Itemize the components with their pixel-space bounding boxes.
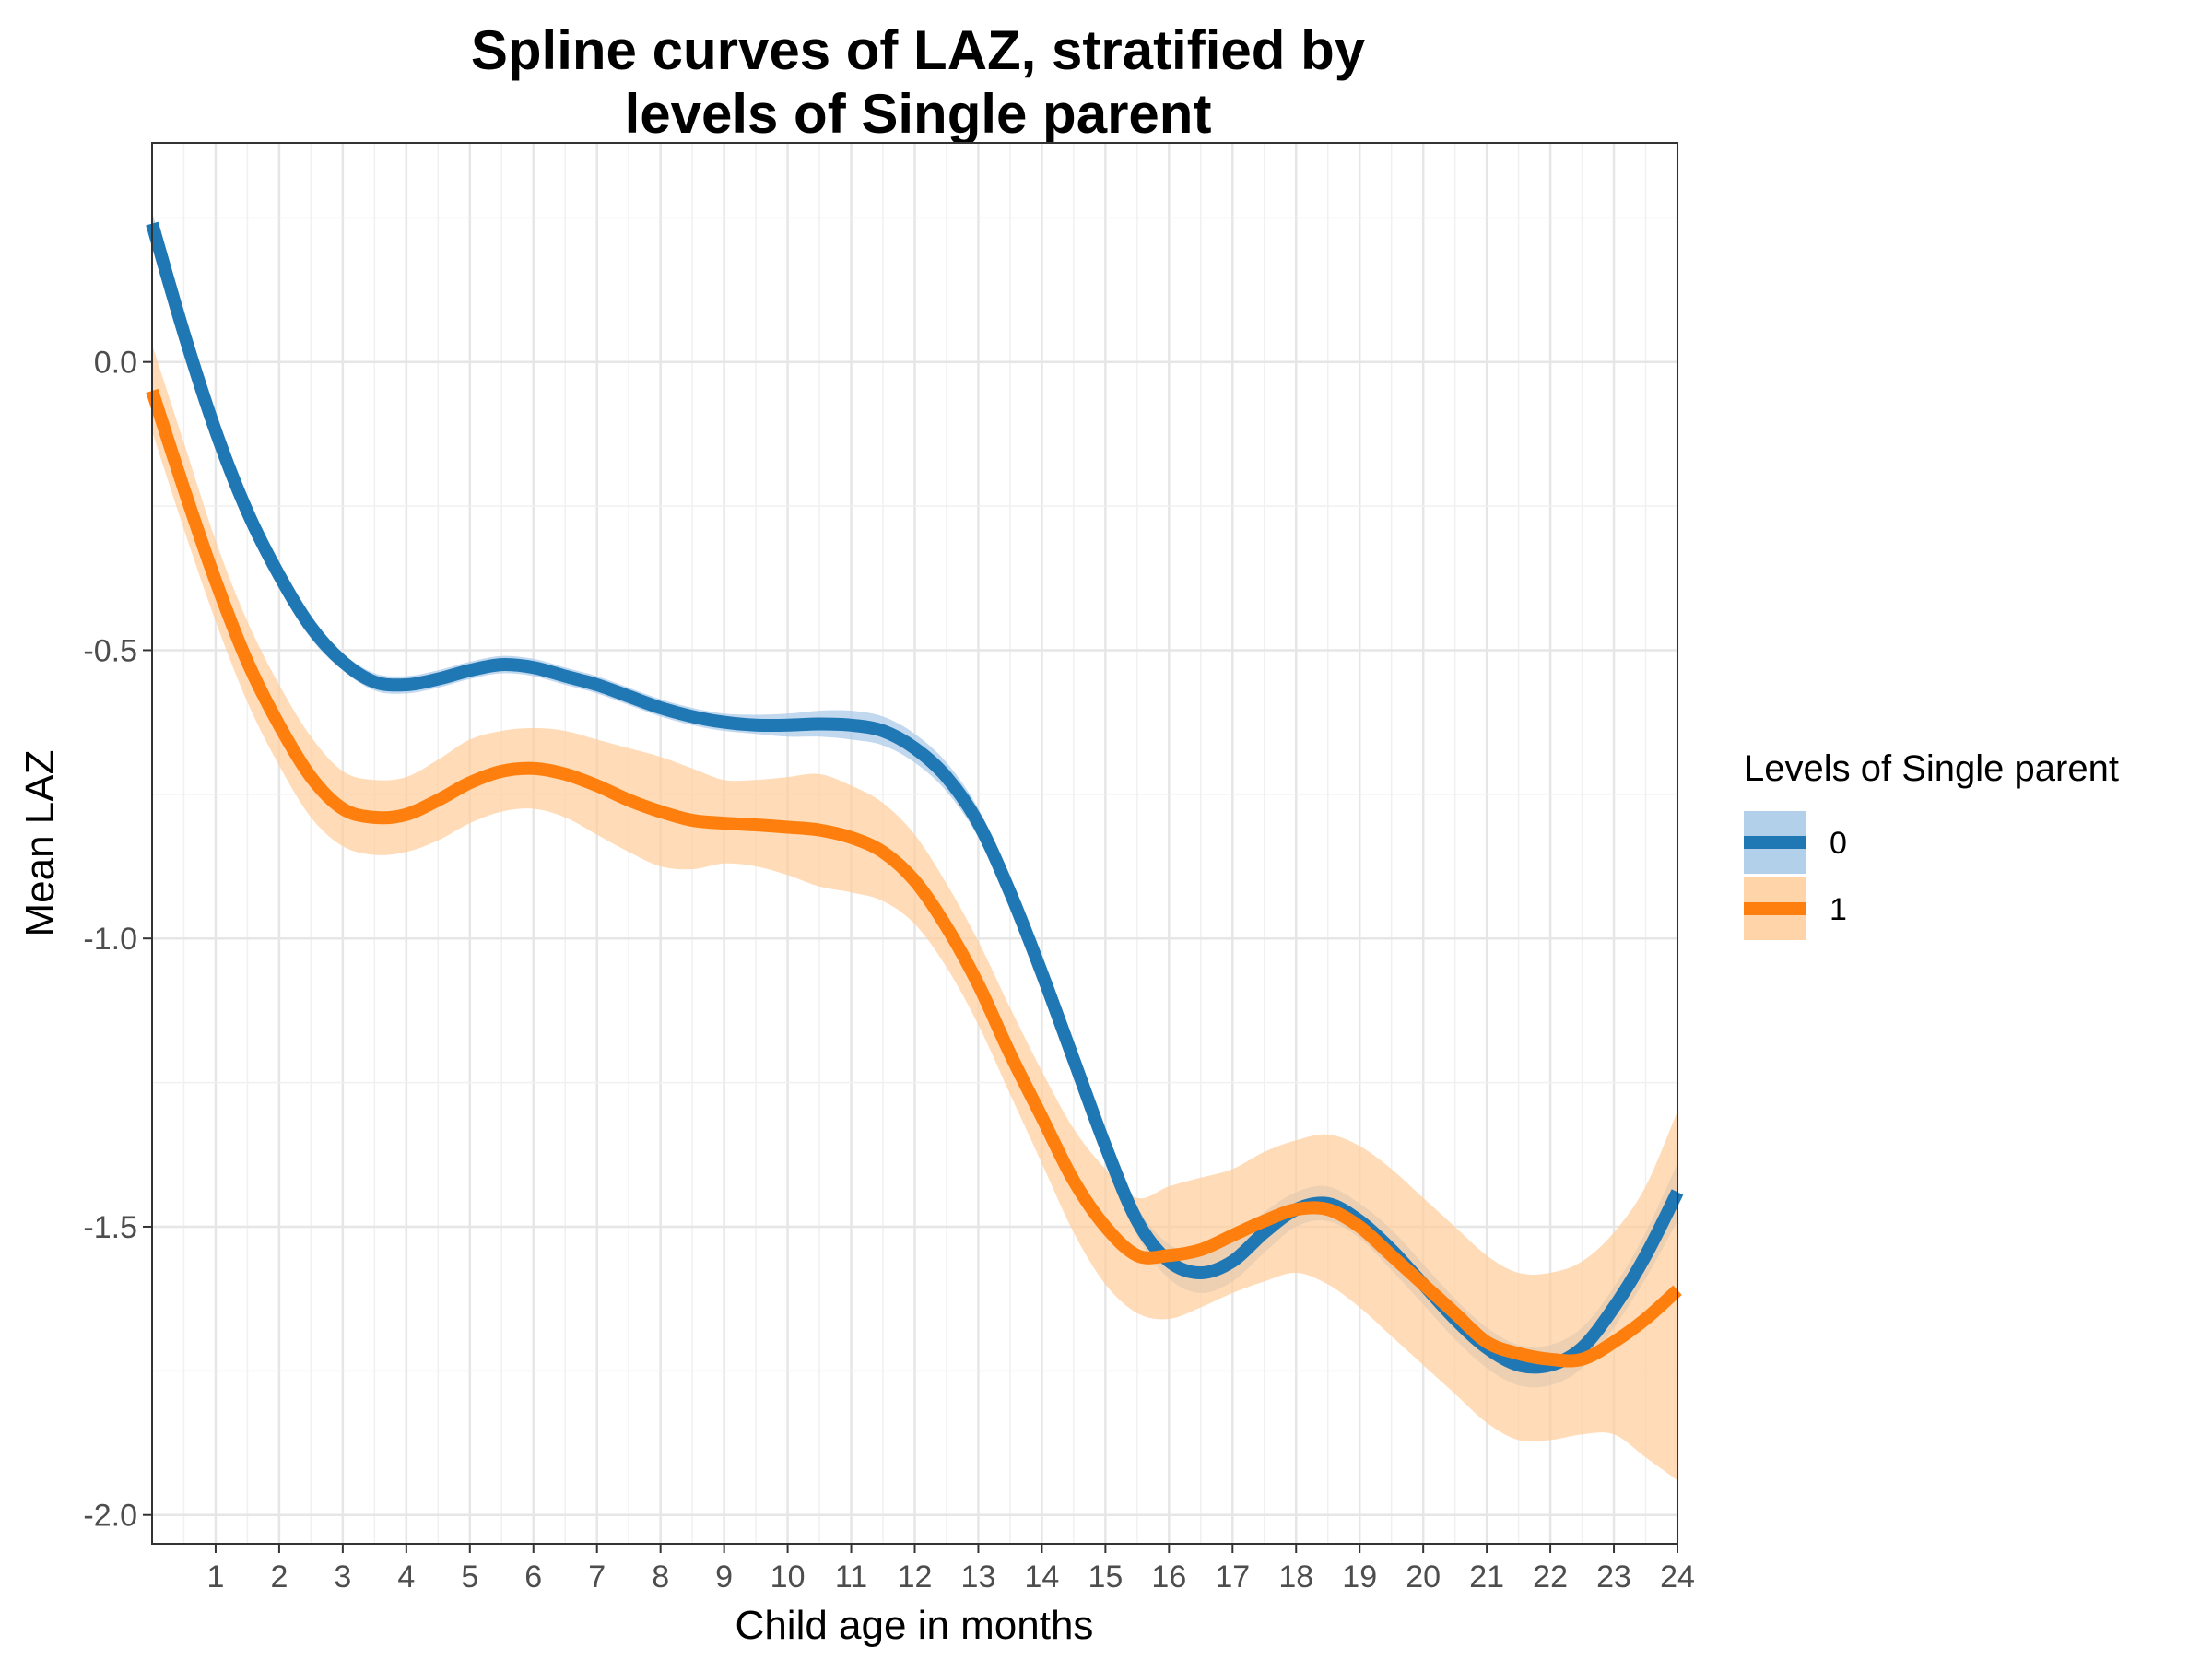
chart-title-line-2: levels of Single parent — [625, 83, 1212, 145]
x-tick-label: 16 — [1151, 1559, 1186, 1594]
x-tick-label: 5 — [461, 1559, 478, 1594]
x-tick-label: 7 — [588, 1559, 606, 1594]
x-tick-label: 3 — [334, 1559, 351, 1594]
x-axis-ticks: 1 2 3 4 5 6 7 8 9 10 11 12 13 14 15 16 17 18 19 20 21 22 23 24 — [206, 1544, 1695, 1594]
legend-items: 01 — [1744, 811, 1847, 940]
y-tick-label: -2.0 — [83, 1499, 137, 1534]
confidence-band-series-1 — [152, 344, 1677, 1481]
legend-label-0: 0 — [1830, 826, 1847, 861]
x-tick-label: 12 — [898, 1559, 933, 1594]
series-lines — [146, 221, 1684, 1374]
series-line-1 — [146, 388, 1682, 1368]
x-tick-label: 8 — [652, 1559, 669, 1594]
confidence-bands — [152, 212, 1677, 1481]
y-axis-ticks: 0.0 -0.5 -1.0 -1.5 -2.0 — [83, 346, 152, 1534]
chart-title-line-1: Spline curves of LAZ, stratified by — [471, 19, 1366, 81]
x-tick-label: 10 — [771, 1559, 806, 1594]
y-tick-label: -1.0 — [83, 922, 137, 957]
legend-label-1: 1 — [1830, 892, 1847, 927]
x-tick-label: 18 — [1278, 1559, 1313, 1594]
x-tick-label: 11 — [835, 1559, 867, 1594]
x-tick-label: 21 — [1469, 1559, 1504, 1594]
x-tick-label: 19 — [1342, 1559, 1377, 1594]
x-tick-label: 4 — [397, 1559, 415, 1594]
x-tick-label: 6 — [524, 1559, 542, 1594]
x-tick-label: 17 — [1215, 1559, 1250, 1594]
x-tick-label: 15 — [1088, 1559, 1123, 1594]
y-tick-label: -1.5 — [83, 1210, 137, 1245]
x-tick-label: 13 — [961, 1559, 996, 1594]
legend-title: Levels of Single parent — [1744, 748, 2119, 789]
x-tick-label: 2 — [270, 1559, 288, 1594]
x-tick-label: 1 — [206, 1559, 224, 1594]
y-tick-label: 0.0 — [94, 346, 137, 381]
x-tick-label: 22 — [1533, 1559, 1568, 1594]
x-tick-label: 14 — [1025, 1559, 1060, 1594]
x-tick-label: 9 — [715, 1559, 733, 1594]
y-axis-title: Mean LAZ — [18, 750, 63, 937]
grid-lines — [152, 143, 1679, 1544]
legend: Levels of Single parent 01 — [1744, 748, 2119, 940]
x-axis-title: Child age in months — [735, 1603, 1094, 1648]
x-tick-label: 23 — [1596, 1559, 1631, 1594]
x-tick-label: 24 — [1660, 1559, 1695, 1594]
y-tick-label: -0.5 — [83, 633, 137, 668]
x-tick-label: 20 — [1406, 1559, 1441, 1594]
